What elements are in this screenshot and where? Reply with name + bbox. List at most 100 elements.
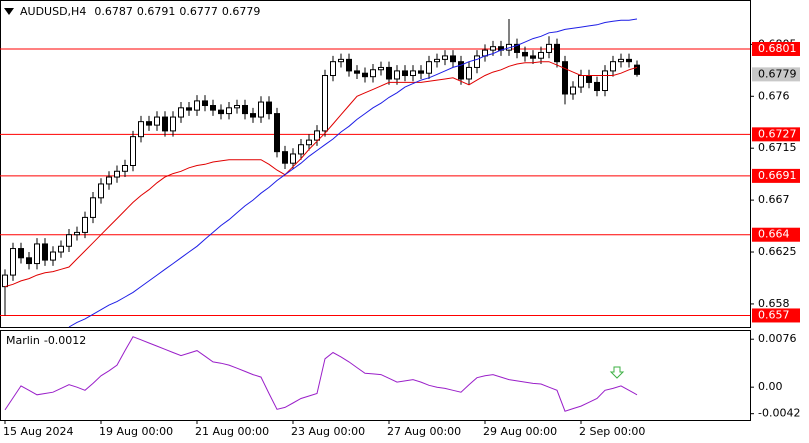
candle-body <box>346 58 352 72</box>
candle-body <box>10 248 16 276</box>
candle-body <box>42 243 48 261</box>
candle-body <box>138 121 144 138</box>
candle-body <box>298 144 304 155</box>
candle-body <box>282 151 288 164</box>
candle-body <box>594 81 600 92</box>
candle-body <box>130 136 136 167</box>
moving-average <box>68 18 638 328</box>
candle-body <box>114 170 120 178</box>
x-tick-label: 23 Aug 00:00 <box>291 425 365 438</box>
candle-body <box>402 70 408 77</box>
header-open: 0.6787 <box>94 5 133 18</box>
candle-body <box>154 116 160 126</box>
level-label: 0.6727 <box>758 127 797 140</box>
candle-body <box>338 58 344 63</box>
level-label-box <box>752 127 800 142</box>
candle-body <box>306 139 312 146</box>
y-tick-label: 0.00 <box>758 380 783 393</box>
header-close: 0.6779 <box>222 5 261 18</box>
candle-body <box>322 75 328 132</box>
candle-body <box>354 70 360 74</box>
x-tick-label: 19 Aug 00:00 <box>99 425 173 438</box>
candle-body <box>530 55 536 59</box>
candle-body <box>18 248 24 259</box>
candle-body <box>58 245 64 253</box>
candle-body <box>378 66 384 71</box>
candle-body <box>146 121 152 126</box>
indicator-header: Marlin -0.0012 <box>6 334 86 347</box>
candle-body <box>610 61 616 72</box>
candle-body <box>234 105 240 109</box>
candle-body <box>514 43 520 53</box>
candle-body <box>26 257 32 265</box>
x-tick-label: 15 Aug 2024 <box>3 425 73 438</box>
candle-body <box>546 43 552 53</box>
y-tick-label: -0.0042 <box>758 407 800 420</box>
header-high: 0.6791 <box>137 5 176 18</box>
candle-body <box>490 46 496 51</box>
level-label-box <box>752 168 800 183</box>
x-tick-label: 29 Aug 00:00 <box>483 425 557 438</box>
y-tick-label: 0.6715 <box>758 141 797 154</box>
y-tick-label: 0.676 <box>758 89 790 102</box>
current-price-label: 0.6779 <box>758 67 797 80</box>
level-label-box <box>752 41 800 56</box>
candle-body <box>194 100 200 111</box>
candle-body <box>426 61 432 74</box>
candle-body <box>170 116 176 132</box>
level-label: 0.6691 <box>758 169 797 182</box>
candle-body <box>122 165 128 172</box>
price-pane-frame <box>0 0 751 328</box>
candle-body <box>82 216 88 233</box>
candle-body <box>258 101 264 118</box>
chart-header: AUDUSD,H4 0.6787 0.6791 0.6777 0.6779 <box>20 5 260 18</box>
candle-body <box>330 61 336 77</box>
candle-body <box>50 251 56 261</box>
candle-body <box>186 107 192 111</box>
candle-body <box>538 51 544 59</box>
candle-body <box>242 105 248 115</box>
candle-body <box>578 75 584 88</box>
x-tick-label: 27 Aug 00:00 <box>387 425 461 438</box>
level-label: 0.6801 <box>758 42 797 55</box>
candle-body <box>314 130 320 141</box>
candle-body <box>562 61 568 95</box>
candle-body <box>522 51 528 57</box>
signal-arrow <box>609 366 625 379</box>
y-tick-label: 0.667 <box>758 193 790 206</box>
menu-triangle[interactable] <box>4 8 14 15</box>
candle-body <box>74 231 80 236</box>
candle-body <box>210 105 216 111</box>
moving-average <box>4 61 638 288</box>
candle-body <box>34 243 40 265</box>
candle-body <box>106 176 112 185</box>
y-tick-label: 0.6625 <box>758 245 797 258</box>
y-tick-label: 0.658 <box>758 297 790 310</box>
candle-body <box>466 66 472 80</box>
level-label-box <box>752 308 800 323</box>
candle-body <box>386 66 392 80</box>
current-price-box <box>752 67 800 82</box>
candle-body <box>554 43 560 63</box>
level-label: 0.664 <box>758 228 790 241</box>
candle-body <box>66 234 72 247</box>
candle-body <box>434 58 440 63</box>
candle-body <box>226 107 232 115</box>
header-low: 0.6777 <box>179 5 218 18</box>
candle-body <box>458 61 464 80</box>
candle-body <box>90 197 96 218</box>
candle-body <box>162 116 168 132</box>
candle-body <box>618 58 624 63</box>
candle-body <box>250 113 256 118</box>
candle-body <box>98 183 104 199</box>
candle-body <box>2 274 8 288</box>
candle-body <box>570 86 576 95</box>
x-tick-label: 2 Sep 00:00 <box>579 425 645 438</box>
candle-body <box>290 153 296 164</box>
y-tick-label: 0.0076 <box>758 332 797 345</box>
candle-body <box>442 55 448 60</box>
candle-body <box>626 58 632 63</box>
level-label: 0.657 <box>758 308 790 321</box>
